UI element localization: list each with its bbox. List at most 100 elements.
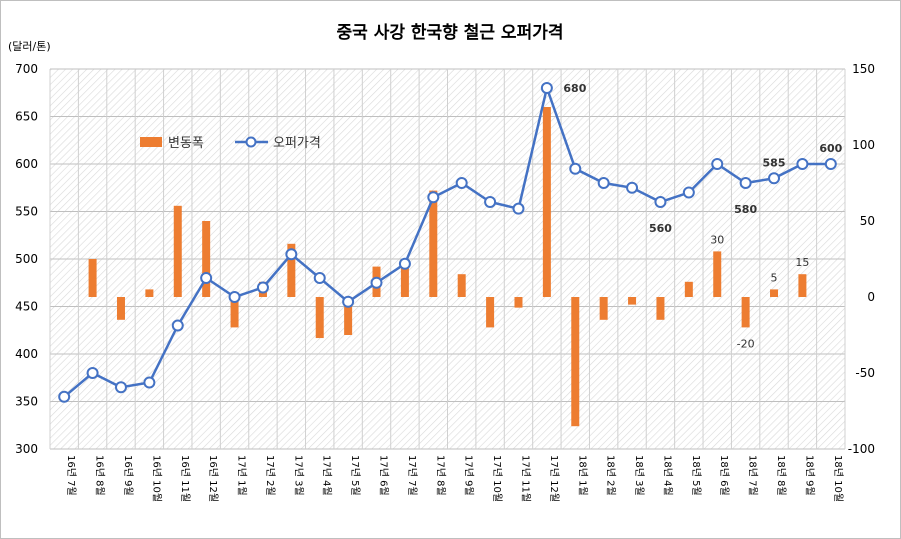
x-tick-label: 18년 1월 [576,455,588,496]
data-label: -20 [737,337,755,350]
x-tick-label: 17년 5월 [349,455,361,496]
legend-swatch-bar [140,137,162,147]
y-left-tick-label: 350 [15,395,38,409]
bar-change [88,259,97,297]
x-tick-label: 17년 8월 [434,455,446,496]
line-point [171,319,184,332]
bar-change [315,297,324,339]
data-label: 600 [819,142,842,155]
line-point [143,376,156,389]
line-offer-price [63,83,831,398]
y-left-tick-label: 700 [15,62,38,76]
x-tick-label: 17년 3월 [292,455,304,496]
x-tick-label: 16년 12월 [207,455,219,502]
line-point [285,248,298,261]
bar-change [230,297,239,328]
y-left-tick-label: 300 [15,442,38,456]
data-label: 680 [563,82,586,95]
x-tick-label: 17년 7월 [406,455,418,496]
legend-swatch-point [245,136,257,148]
x-tick-label: 16년 8월 [94,455,106,496]
x-tick-label: 18년 9월 [803,455,815,496]
line-point [824,158,837,170]
y-right-tick-label: 50 [860,214,875,228]
bar-change [173,205,182,297]
data-label: 560 [649,222,672,235]
bar-change [116,297,125,320]
line-point [739,177,752,189]
line-point [484,196,497,208]
bar-change [287,243,296,297]
bar-change [571,297,580,427]
line-point [569,162,582,175]
line-point [626,181,639,194]
y-right-tick-label: 100 [852,138,875,152]
y-left-tick-label: 650 [15,110,38,124]
x-tick-label: 16년 7월 [65,455,77,496]
bar-change [486,297,495,328]
bar-change [429,190,438,297]
x-tick-label: 18년 3월 [633,455,645,496]
y-left-tick-label: 450 [15,300,38,314]
data-label: 585 [763,156,786,169]
line-point [86,367,99,379]
y-left-tick-label: 500 [15,252,38,266]
x-tick-label: 17년 10월 [491,455,503,502]
plot-area: 300 350 400 450 500 550 600 650 700 -100 -50 0 50 100… [15,62,875,502]
data-label: 5 [771,271,778,284]
x-tick-label: 18년 8월 [775,455,787,496]
line-point [313,272,326,284]
legend-label: 오퍼가격 [273,136,321,151]
x-tick-label: 17년 9월 [463,455,475,496]
y-left-tick-label: 600 [15,157,38,171]
line-point [455,177,468,189]
data-label: 15 [795,256,809,269]
bar-change [599,297,608,320]
x-tick-label: 16년 9월 [122,455,134,496]
data-label: 580 [734,203,757,216]
bar-change [713,251,722,297]
y-right-tick-label: 150 [852,62,875,76]
x-tick-label: 17년 12월 [548,455,560,502]
y-left-tick-label: 550 [15,205,38,219]
line-point [114,381,127,394]
bar-change [202,221,211,297]
bar-change [344,297,353,335]
line-point [796,158,809,170]
y-right-tick-label: -50 [855,366,875,380]
line-point [398,257,411,270]
x-tick-label: 18년 7월 [747,455,759,496]
x-tick-label: 17년 11월 [519,455,531,502]
line-point [256,281,269,294]
bar-change [656,297,665,320]
x-tick-label: 18년 2월 [605,455,617,496]
bar-change [684,281,693,297]
bar-change [798,274,807,297]
x-tick-label: 16년 10월 [150,455,162,502]
line-point [682,186,695,199]
line-point [768,172,781,185]
chart-title: 중국 사강 한국향 철근 오퍼가격 [337,22,564,43]
line-point [228,291,241,303]
y-right-tick-label: -100 [848,442,875,456]
x-tick-label: 17년 6월 [378,455,390,496]
legend-label: 변동폭 [168,136,204,151]
data-label: 30 [710,233,724,246]
line-point [342,295,355,308]
bar-change [770,289,779,297]
x-tick-label: 18년 6월 [718,455,730,496]
y-right-tick-label: 0 [867,290,875,304]
x-tick-label: 18년 4월 [661,455,673,496]
line-point [654,196,667,208]
bar-change [741,297,750,328]
bar-change [542,107,551,297]
bar-change [628,297,637,305]
line-point [597,177,610,189]
bar-change [457,274,466,297]
line-point [540,82,553,94]
x-tick-label: 16년 11월 [179,455,191,502]
x-tick-label: 17년 2월 [264,455,276,496]
y-left-tick-label: 400 [15,347,38,361]
line-point [200,272,213,284]
